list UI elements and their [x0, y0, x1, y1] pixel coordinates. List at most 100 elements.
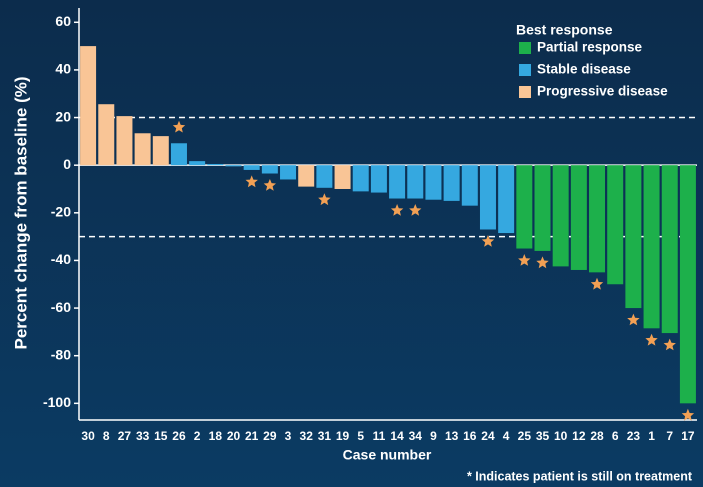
y-axis-title: Percent change from baseline (%) [11, 76, 30, 349]
x-tick-label: 12 [572, 429, 586, 443]
x-tick-label: 21 [245, 429, 259, 443]
bar [607, 165, 624, 285]
x-tick-label: 29 [263, 429, 277, 443]
x-tick-label: 4 [503, 429, 510, 443]
y-tick-label: -60 [51, 299, 71, 315]
y-tick-label: -40 [51, 251, 71, 267]
bar [534, 165, 551, 251]
footnote: * Indicates patient is still on treatmen… [467, 469, 693, 483]
treatment-star [263, 179, 276, 191]
treatment-star [245, 175, 258, 188]
bar [207, 163, 224, 166]
bar [280, 165, 297, 180]
bar [80, 46, 97, 166]
treatment-star [536, 256, 549, 269]
x-tick-label: 2 [194, 429, 201, 443]
bar [152, 136, 169, 166]
bar [625, 165, 642, 309]
x-tick-label: 19 [336, 429, 350, 443]
treatment-star [590, 277, 604, 290]
x-tick-label: 33 [136, 429, 150, 443]
legend-swatch [519, 42, 531, 54]
bar [461, 165, 478, 206]
x-tick-label: 35 [536, 429, 550, 443]
bar [389, 165, 406, 199]
bar [570, 165, 587, 270]
y-tick-label: -20 [51, 204, 71, 220]
x-tick-label: 8 [103, 429, 110, 443]
x-tick-label: 23 [627, 429, 641, 443]
y-tick-label: 60 [55, 13, 71, 29]
x-tick-label: 34 [409, 429, 423, 443]
bar [298, 165, 315, 187]
bar [643, 165, 660, 329]
treatment-star [390, 204, 404, 216]
bar [516, 165, 533, 249]
x-tick-label: 13 [445, 429, 459, 443]
y-tick-label: 0 [63, 156, 71, 172]
treatment-star [681, 408, 695, 421]
x-tick-label: 10 [554, 429, 568, 443]
bar [407, 165, 424, 199]
bar [334, 165, 351, 189]
x-tick-label: 16 [463, 429, 477, 443]
legend-swatch [519, 86, 531, 98]
x-tick-label: 20 [227, 429, 241, 443]
legend-label: Progressive disease [537, 84, 668, 99]
x-tick-label: 11 [373, 429, 386, 443]
x-tick-label: 28 [590, 429, 604, 443]
x-tick-label: 1 [648, 429, 655, 443]
x-tick-label: 18 [209, 429, 223, 443]
bar [589, 165, 606, 273]
treatment-star [172, 120, 186, 133]
bar [443, 165, 460, 201]
bar [261, 165, 278, 174]
x-tick-label: 25 [518, 429, 532, 443]
x-tick-label: 3 [285, 429, 292, 443]
treatment-star [518, 254, 531, 266]
x-tick-label: 9 [430, 429, 437, 443]
treatment-star [481, 235, 495, 247]
treatment-star [663, 338, 676, 351]
bar [552, 165, 569, 267]
treatment-star [627, 313, 640, 326]
x-tick-label: 15 [154, 429, 168, 443]
bar [98, 104, 115, 166]
x-tick-label: 26 [172, 429, 186, 443]
treatment-star [318, 193, 331, 206]
bar [661, 165, 678, 334]
x-tick-label: 30 [81, 429, 95, 443]
x-tick-label: 6 [612, 429, 619, 443]
legend-label: Partial response [537, 40, 643, 55]
bar [225, 165, 242, 167]
treatment-star [645, 333, 658, 346]
legend-title: Best response [516, 22, 613, 38]
legend-label: Stable disease [537, 62, 631, 77]
x-tick-label: 27 [118, 429, 132, 443]
y-tick-label: 20 [55, 108, 71, 124]
y-tick-label: 40 [55, 61, 71, 77]
bar [243, 165, 260, 170]
bar [479, 165, 496, 230]
bar [170, 143, 187, 166]
x-tick-label: 17 [681, 429, 695, 443]
x-tick-label: 32 [300, 429, 314, 443]
bar [189, 161, 206, 166]
bar [116, 116, 133, 166]
x-tick-label: 7 [666, 429, 673, 443]
bar [679, 165, 696, 404]
treatment-star [409, 204, 422, 216]
x-tick-label: 24 [481, 429, 495, 443]
bar [134, 133, 151, 166]
x-tick-label: 31 [318, 429, 332, 443]
x-axis-title: Case number [343, 447, 432, 463]
legend-swatch [519, 64, 531, 76]
bar [352, 165, 369, 192]
y-tick-label: -80 [51, 346, 71, 362]
x-tick-label: 14 [390, 429, 404, 443]
bar [316, 165, 333, 188]
bar [425, 165, 442, 200]
bar [498, 165, 515, 234]
y-tick-label: -100 [43, 394, 71, 410]
